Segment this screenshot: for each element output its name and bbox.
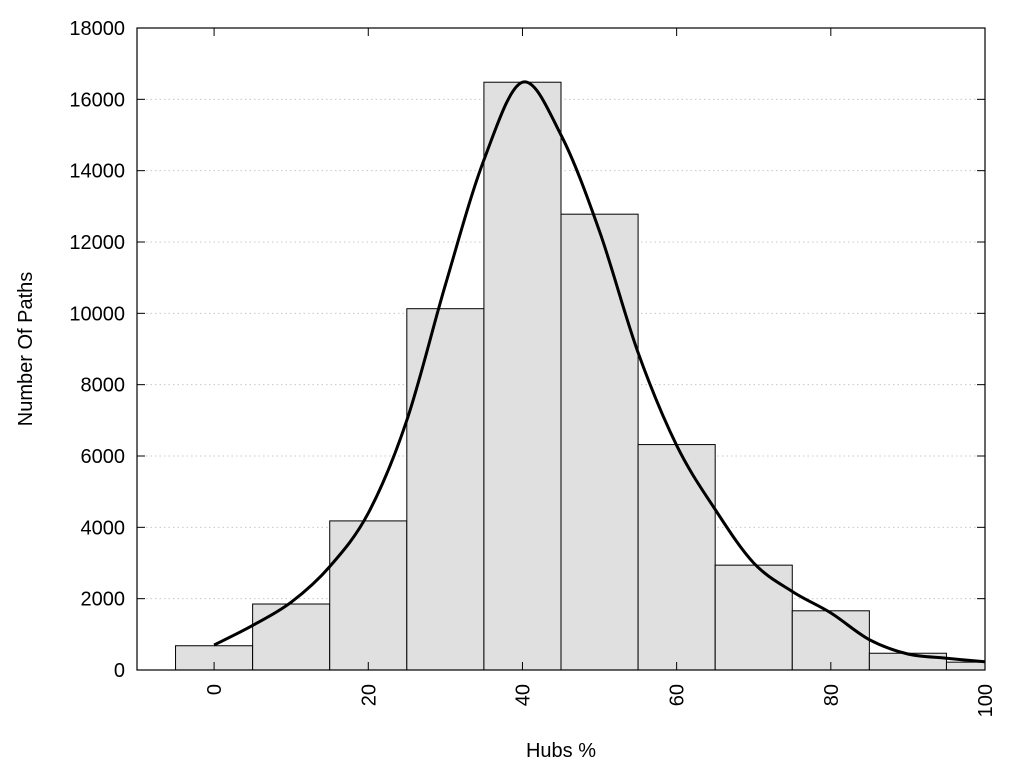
y-tick-label: 12000: [69, 232, 125, 254]
x-tick-label: 60: [667, 684, 689, 706]
y-tick-label: 16000: [69, 89, 125, 111]
histogram-bar: [483, 81, 562, 671]
x-tick-label: 80: [821, 684, 843, 706]
histogram-bar: [637, 444, 716, 671]
histogram-bar: [252, 603, 331, 671]
y-tick-label: 18000: [69, 18, 125, 40]
y-tick-label: 6000: [81, 446, 126, 468]
y-tick-label: 2000: [81, 589, 126, 611]
histogram-bar: [406, 308, 485, 671]
histogram-bar: [329, 520, 408, 671]
histogram-bar: [714, 564, 793, 671]
histogram-bar: [791, 610, 870, 671]
y-tick-label: 0: [114, 660, 125, 682]
y-tick-label: 4000: [81, 517, 126, 539]
histogram-bar: [560, 213, 639, 671]
histogram-bar: [945, 661, 986, 671]
x-tick-label: 40: [512, 684, 534, 706]
y-tick-label: 8000: [81, 375, 126, 397]
plot-frame: [136, 27, 986, 671]
x-axis-title: Hubs %: [526, 740, 596, 762]
bars: [175, 81, 986, 671]
y-axis-title: Number Of Paths: [15, 272, 37, 427]
x-tick-label: 100: [975, 684, 997, 717]
histogram-bar: [868, 652, 947, 671]
x-tick-label: 0: [204, 684, 226, 695]
y-tick-label: 10000: [69, 303, 125, 325]
density-curve-layer: [213, 80, 986, 664]
y-axis: 0 2000 4000 6000 8000 10000 12000 14000 16000 180…: [69, 18, 985, 682]
x-axis: 0 20 40 60 80 100: [204, 28, 997, 717]
x-tick-label: 20: [358, 684, 380, 706]
density-curve: [213, 80, 986, 664]
y-tick-label: 14000: [69, 161, 125, 183]
